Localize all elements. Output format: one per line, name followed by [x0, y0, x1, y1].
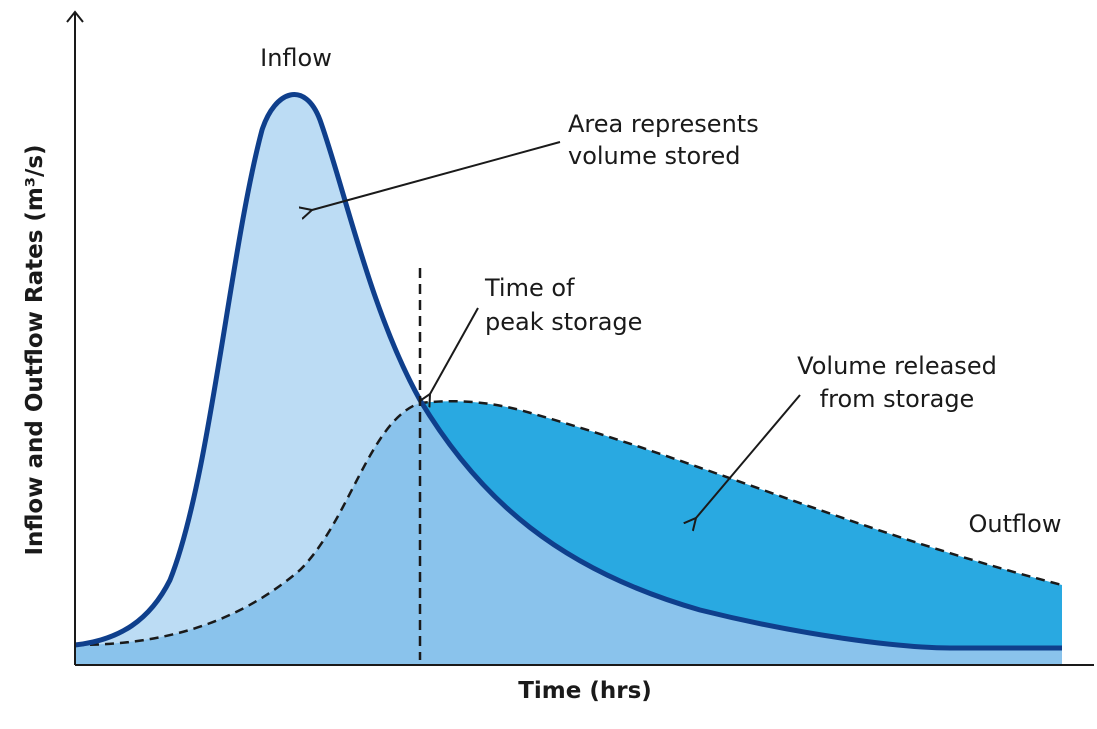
y-axis-label: Inflow and Outflow Rates (m³/s): [22, 144, 48, 555]
inflow-label: Inflow: [260, 44, 332, 72]
x-axis-label: Time (hrs): [518, 678, 652, 704]
stored-label: volume stored: [568, 142, 740, 170]
released-label: from storage: [820, 385, 975, 413]
peak-label: Time of: [484, 274, 575, 302]
peak-arrow: [430, 307, 479, 394]
inflow-curve: [74, 92, 1062, 651]
released-arrow: [696, 394, 801, 518]
y-axis-arrow: [66, 10, 84, 23]
peak-label: peak storage: [485, 308, 642, 336]
released-label: Volume released: [797, 352, 997, 380]
stored-label: Area represents: [568, 110, 759, 138]
stored-arrow: [312, 141, 561, 210]
outflow-label: Outflow: [969, 510, 1062, 538]
base-area: [75, 400, 1062, 665]
